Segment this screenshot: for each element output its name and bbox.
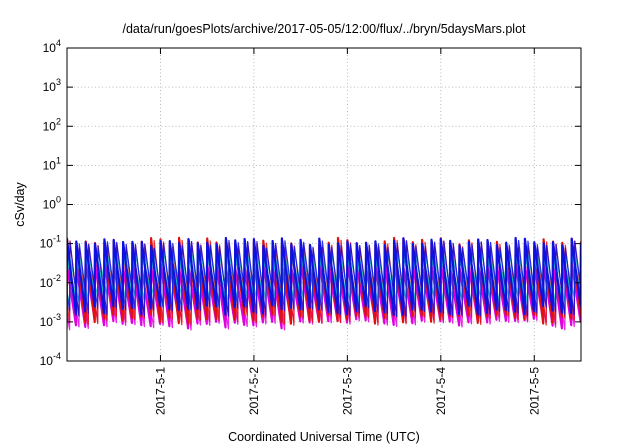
y-tick-exponent: 3 [56, 77, 61, 87]
y-tick-exponent: 1 [56, 155, 61, 165]
y-tick-exponent: -3 [53, 312, 61, 322]
y-tick-label: 101 [43, 155, 61, 172]
y-tick-exponent: 2 [56, 116, 61, 126]
y-tick-label: 10-2 [40, 273, 61, 290]
y-tick-label: 100 [43, 195, 61, 212]
x-tick-label: 2017-5-2 [247, 367, 261, 415]
y-tick-base: 10 [43, 41, 57, 55]
x-tick-label: 2017-5-4 [434, 367, 448, 415]
y-axis-title: cSv/day [13, 182, 27, 227]
series-group [67, 236, 581, 331]
y-tick-base: 10 [40, 276, 54, 290]
y-tick-base: 10 [43, 158, 57, 172]
x-axis: 2017-5-1 2017-5-2 2017-5-3 2017-5-4 2017-5-5 [153, 48, 541, 415]
y-tick-label: 10-1 [40, 234, 61, 251]
y-tick-label: 10-3 [40, 312, 61, 329]
y-tick-base: 10 [40, 315, 54, 329]
y-tick-base: 10 [43, 119, 57, 133]
y-tick-exponent: -2 [53, 273, 61, 283]
x-tick-label: 2017-5-1 [153, 367, 167, 415]
y-tick-label: 103 [43, 77, 61, 94]
chart-title: /data/run/goesPlots/archive/2017-05-05/1… [122, 22, 526, 36]
y-tick-label: 10-4 [40, 351, 61, 368]
x-tick-label: 2017-5-5 [527, 367, 541, 415]
y-tick-base: 10 [40, 237, 54, 251]
series-line [67, 236, 581, 316]
y-tick-exponent: 4 [56, 38, 61, 48]
y-tick-exponent: -1 [53, 234, 61, 244]
x-axis-title: Coordinated Universal Time (UTC) [228, 430, 420, 444]
y-tick-base: 10 [40, 354, 54, 368]
y-tick-exponent: -4 [53, 351, 61, 361]
series-line [67, 239, 581, 317]
y-tick-base: 10 [43, 198, 57, 212]
y-tick-exponent: 0 [56, 195, 61, 205]
y-tick-label: 104 [43, 38, 61, 55]
x-tick-label: 2017-5-3 [340, 367, 354, 415]
y-tick-label: 102 [43, 116, 61, 133]
y-tick-base: 10 [43, 80, 57, 94]
